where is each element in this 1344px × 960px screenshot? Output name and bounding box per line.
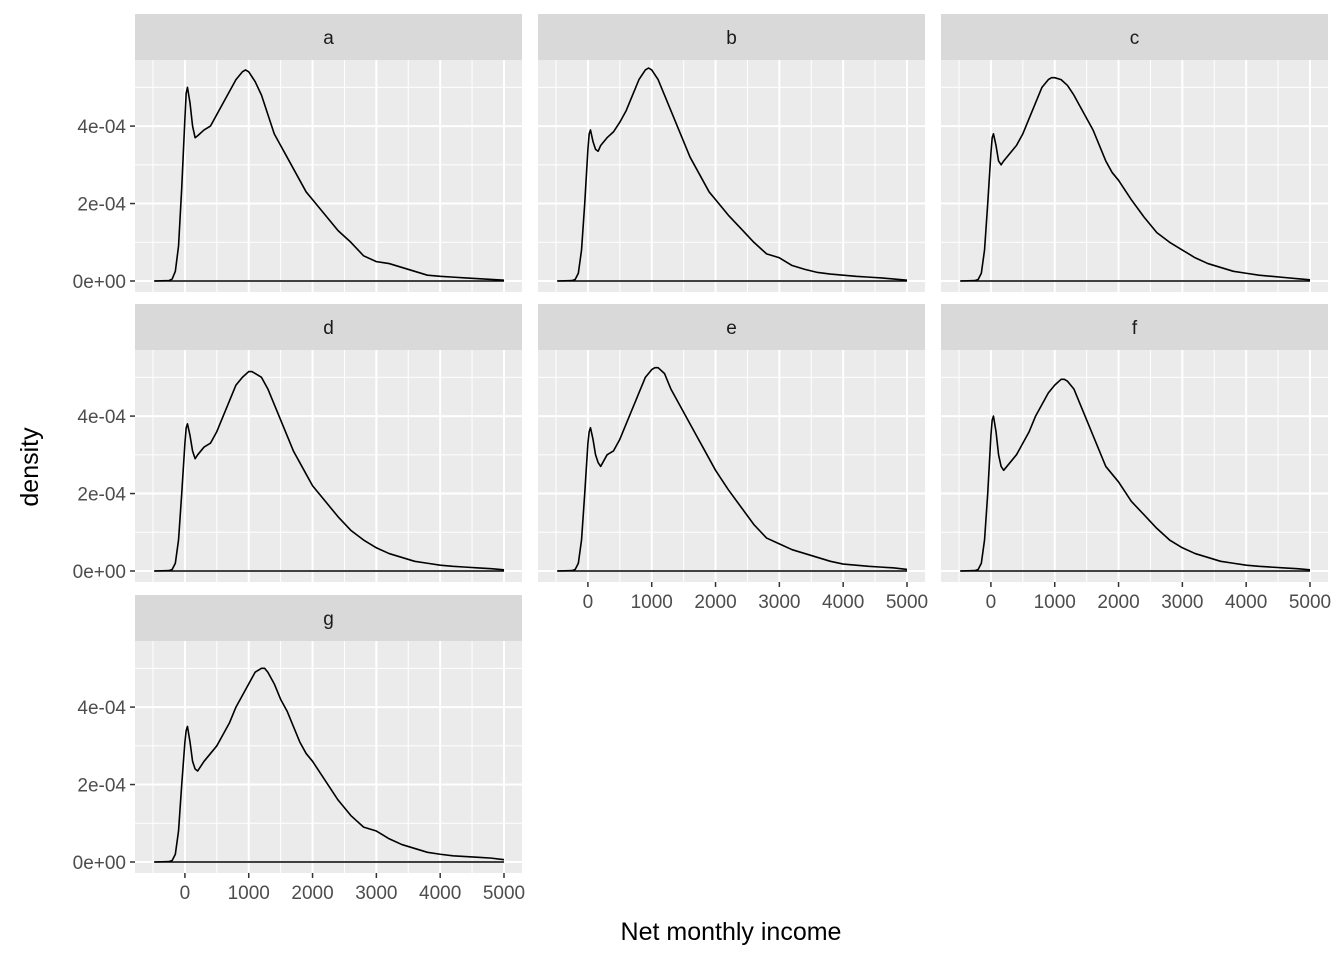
density-line-c [960,76,1311,282]
density-line-b [557,67,908,282]
x-tick-label: 1000 [228,883,270,904]
x-tick-label: 5000 [483,883,525,904]
facet-strip [941,304,1328,350]
x-tick-label: 2000 [1097,592,1139,613]
facet-strip-label: c [1130,28,1140,49]
y-tick-label: 2e-04 [77,776,126,797]
x-tick-label: 0 [583,592,594,613]
facet-strip-label: f [1132,318,1138,339]
density-line-a [154,69,505,282]
density-line-e [557,366,908,572]
plot-background [538,60,925,292]
facet-panel-a: a 0e+00 2e-04 4e-04 [73,14,522,293]
x-tick-label: 2000 [694,592,736,613]
x-tick-label: 3000 [1161,592,1203,613]
facet-panel-e: e 0 1000 2000 3000 4000 5000 [538,304,928,613]
y-tick-label: 0e+00 [73,853,126,874]
plot-background [135,350,522,582]
facet-strip-label: e [726,318,737,339]
x-tick-label: 0 [180,883,191,904]
x-tick-label: 4000 [419,883,461,904]
facet-strip-label: b [726,28,737,49]
facet-strip [538,14,925,60]
facet-strip-label: g [323,609,334,630]
facet-strip [538,304,925,350]
x-tick-label: 5000 [886,592,928,613]
grid-lines [941,350,1328,582]
x-axis-title: Net monthly income [621,918,842,946]
x-tick-label: 2000 [291,883,333,904]
x-tick-label: 5000 [1289,592,1331,613]
x-tick-label: 1000 [631,592,673,613]
density-line-d [154,370,505,572]
y-tick-label: 0e+00 [73,562,126,583]
y-tick-label: 0e+00 [73,272,126,293]
facet-strip-label: d [323,318,334,339]
x-tick-label: 4000 [1225,592,1267,613]
y-tick-label: 4e-04 [77,117,126,138]
facet-panel-g: g 0e+00 2e-04 4e-04 0 1000 2000 3000 4000 5000 [73,595,525,904]
facet-strip [941,14,1328,60]
plot-background [941,60,1328,292]
facet-strip [135,595,522,641]
plot-background [135,641,522,873]
x-tick-label: 3000 [355,883,397,904]
facet-strip [135,14,522,60]
facet-strip [135,304,522,350]
grid-lines [941,60,1328,292]
y-tick-label: 4e-04 [77,698,126,719]
density-line-f [960,378,1311,572]
x-tick-label: 1000 [1034,592,1076,613]
plot-background [538,350,925,582]
facet-panel-f: f 0 1000 2000 3000 4000 5000 [941,304,1331,613]
facet-panels: a 0e+00 2e-04 4e-04 b c d 0e+00 2e-04 4e-04 e 0 1000… [73,14,1331,904]
x-tick-label: 4000 [822,592,864,613]
facet-strip-label: a [323,28,334,49]
facet-panel-d: d 0e+00 2e-04 4e-04 [73,304,522,583]
facet-panel-b: b [538,14,925,292]
y-axis-title: density [16,427,44,507]
y-tick-label: 2e-04 [77,195,126,216]
x-tick-label: 3000 [758,592,800,613]
facet-panel-c: c [941,14,1328,292]
y-tick-label: 4e-04 [77,407,126,428]
density-line-g [154,667,505,863]
plot-background [941,350,1328,582]
grid-lines [538,350,925,582]
y-tick-label: 2e-04 [77,485,126,506]
x-tick-label: 0 [986,592,997,613]
plot-background [135,60,522,292]
